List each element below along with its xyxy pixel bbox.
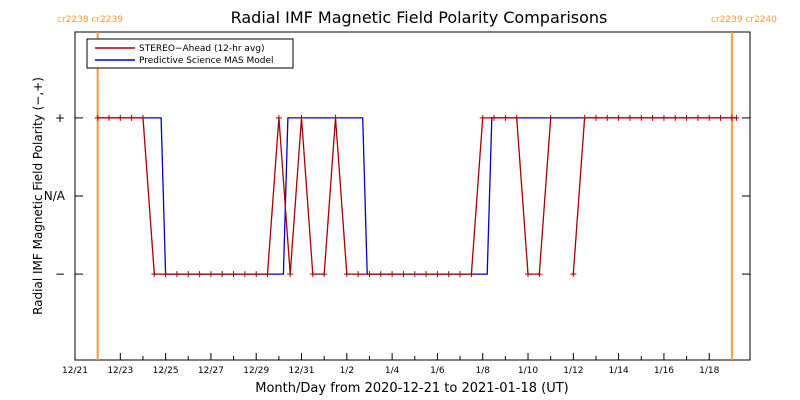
x-axis-label: Month/Day from 2020-12-21 to 2021-01-18 … [255,381,568,396]
data-point-marker [389,271,396,278]
data-point-marker [513,114,520,121]
data-point-marker [525,271,532,278]
carrington-label: cr2239 cr2240 [711,15,777,25]
x-tick-label: 1/16 [654,366,674,376]
data-point-marker [332,114,339,121]
data-point-marker [139,114,146,121]
series-layer [94,114,740,278]
y-tick-label: N/A [44,189,66,203]
data-point-marker [706,114,713,121]
data-point-marker [377,271,384,278]
series-line-1 [97,117,737,275]
data-point-marker [230,271,237,278]
axis-ticks: 12/21 12/23 12/25 12/27 12/29 12/31 1/2 1/4 1/6 1… [44,111,750,376]
data-point-marker [264,271,271,278]
data-point-marker [468,271,475,278]
x-tick-label: 1/8 [475,366,490,376]
data-point-marker [615,114,622,121]
data-point-marker [660,114,667,121]
chart-title: Radial IMF Magnetic Field Polarity Compa… [231,8,608,27]
data-point-marker [94,114,101,121]
data-point-marker [287,271,294,278]
x-tick-label: 1/6 [430,366,445,376]
data-point-marker [321,271,328,278]
plot-frame [74,31,751,361]
x-tick-label: 1/4 [385,366,400,376]
data-point-marker [479,114,486,121]
data-point-marker [457,271,464,278]
data-point-marker [604,114,611,121]
data-point-marker [491,114,498,121]
data-point-marker [683,114,690,121]
data-point-marker [219,271,226,278]
data-point-marker [411,271,418,278]
data-point-marker [117,114,124,121]
data-point-marker [570,271,577,278]
x-tick-label: 1/14 [609,366,629,376]
data-point-marker [343,271,350,278]
x-tick-label: 1/12 [563,366,583,376]
data-point-marker [253,271,260,278]
data-point-marker [185,271,192,278]
x-tick-label: 12/29 [243,366,269,376]
data-point-marker [309,271,316,278]
data-point-marker [717,114,724,121]
data-point-marker [298,114,305,121]
data-point-marker [355,271,362,278]
data-point-marker [445,271,452,278]
data-point-marker [672,114,679,121]
x-tick-label: 12/21 [62,366,88,376]
data-point-marker [638,114,645,121]
series-line-0 [572,117,737,275]
data-point-marker [151,271,158,278]
legend-label-model: Predictive Science MAS Model [139,56,274,66]
data-point-marker [105,114,112,121]
data-point-marker [592,114,599,121]
data-point-marker [162,271,169,278]
data-point-marker [536,271,543,278]
data-point-marker [423,271,430,278]
data-point-marker [196,271,203,278]
data-point-marker [366,271,373,278]
data-point-marker [547,114,554,121]
data-point-marker [275,114,282,121]
data-point-marker [400,271,407,278]
data-point-marker [173,271,180,278]
x-tick-label: 1/10 [518,366,538,376]
data-point-marker [694,114,701,121]
data-point-marker [207,271,214,278]
data-point-marker [502,114,509,121]
data-point-marker [626,114,633,121]
data-point-marker [128,114,135,121]
data-point-marker [434,271,441,278]
y-axis-label: Radial IMF Magnetic Field Polarity (−,+) [31,77,45,315]
y-tick-label: − [55,267,65,281]
x-tick-label: 1/18 [699,366,719,376]
x-tick-label: 1/2 [340,366,354,376]
y-tick-label: + [55,111,65,125]
x-tick-label: 12/27 [198,366,224,376]
data-point-marker [241,271,248,278]
carrington-markers: cr2238 cr2239 cr2239 cr2240 [57,15,777,360]
x-tick-label: 12/23 [107,366,133,376]
legend: STEREO−Ahead (12-hr avg) Predictive Scie… [86,38,294,69]
data-point-marker [581,114,588,121]
x-tick-label: 12/31 [289,366,315,376]
legend-label-stereo: STEREO−Ahead (12-hr avg) [139,44,265,54]
carrington-label: cr2238 cr2239 [57,15,123,25]
series-line-0 [97,117,552,275]
x-tick-label: 12/25 [153,366,179,376]
legend-box [86,38,294,69]
data-point-marker [733,114,740,121]
data-point-marker [649,114,656,121]
